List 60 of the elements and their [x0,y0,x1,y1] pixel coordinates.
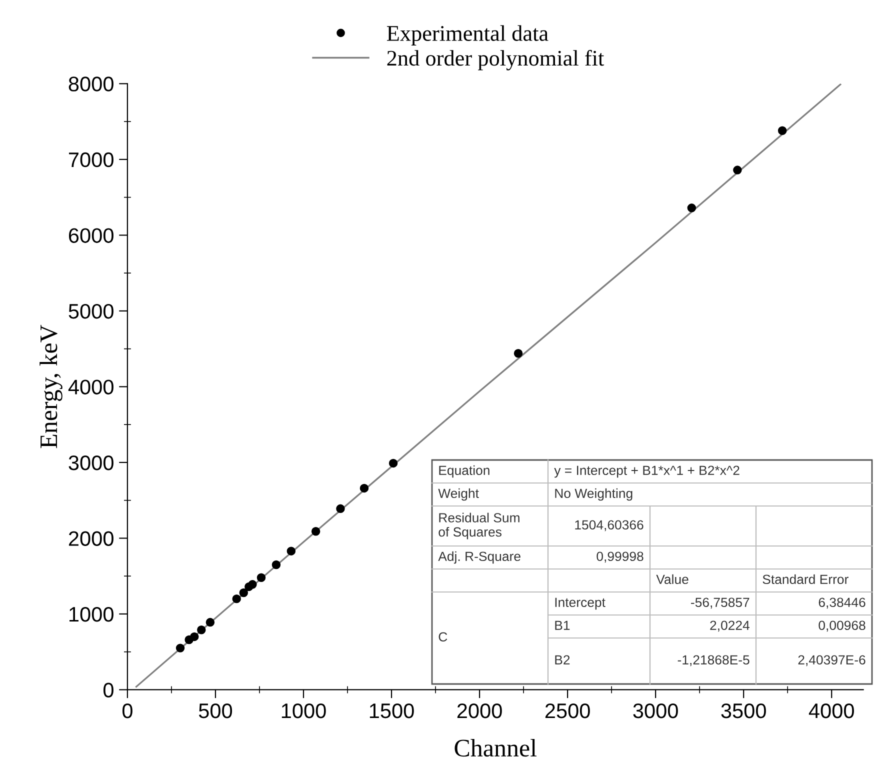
annotation: Adj. R-Square [438,551,520,564]
x-tick-label: 0 [122,703,132,718]
x-tick-label: 3500 [721,703,766,718]
x-axis-title: Channel [454,739,537,757]
y-tick-label: 5000 [68,304,114,319]
x-tick-label: 1500 [370,703,414,718]
point [256,573,266,582]
y-tick-label: 8000 [68,76,114,92]
y-axis-title: Energy, keV [40,324,62,448]
point [733,166,742,174]
annotation: B2 [555,655,570,664]
x-tick-label: 2500 [545,703,590,718]
x-tick-label: 4000 [808,703,854,718]
y-tick-label: 2000 [68,531,114,546]
y-tick-label: 1000 [70,606,114,622]
annotation: Equation [439,465,490,478]
point [687,204,696,212]
annotation: 0,99998 [596,552,644,563]
annotation: -1,21868E-5 [678,655,750,666]
point [176,644,185,652]
point [360,484,369,493]
annotation: y = Intercept + B1*x^1 + B2*x^2 [554,466,740,478]
annotation: 0,00968 [818,620,866,632]
annotation: Residual Sum of Squares [438,512,520,540]
annotation: -56,75857 [691,598,750,609]
annotation: 1504,60366 [575,520,644,532]
point [232,594,241,604]
annotation: Value [656,574,688,584]
y-tick-label: 6000 [68,228,114,243]
point [311,527,320,536]
legend-label: 2nd order polynomial fit [387,50,604,70]
y-tick-label: 3000 [68,455,114,470]
point [388,458,398,468]
point [206,618,215,627]
point [190,632,199,642]
annotation: Weight [438,488,479,501]
legend-label: Experimental data [386,25,548,46]
point [286,546,296,556]
point [336,504,345,514]
annotation: Intercept [555,598,606,610]
annotation: 2,0224 [710,620,750,632]
point [272,560,281,570]
annotation: 2,40397E-6 [798,655,866,666]
y-tick-label: 0 [103,682,114,698]
annotation: C [438,632,448,642]
x-tick-label: 3000 [633,703,678,718]
x-tick-label: 500 [198,703,232,718]
annotation: B1 [555,620,570,630]
point [248,580,257,589]
annotation: 6,38446 [818,598,866,609]
point [197,626,206,634]
y-tick-label: 4000 [68,380,114,394]
annotation: No Weighting [555,488,632,501]
point [514,348,523,358]
point [778,126,787,136]
annotation: Standard Error [762,574,848,584]
point [239,588,248,598]
x-tick-label: 1000 [282,703,326,718]
y-tick-label: 7000 [68,152,114,168]
x-tick-label: 2000 [457,703,502,718]
